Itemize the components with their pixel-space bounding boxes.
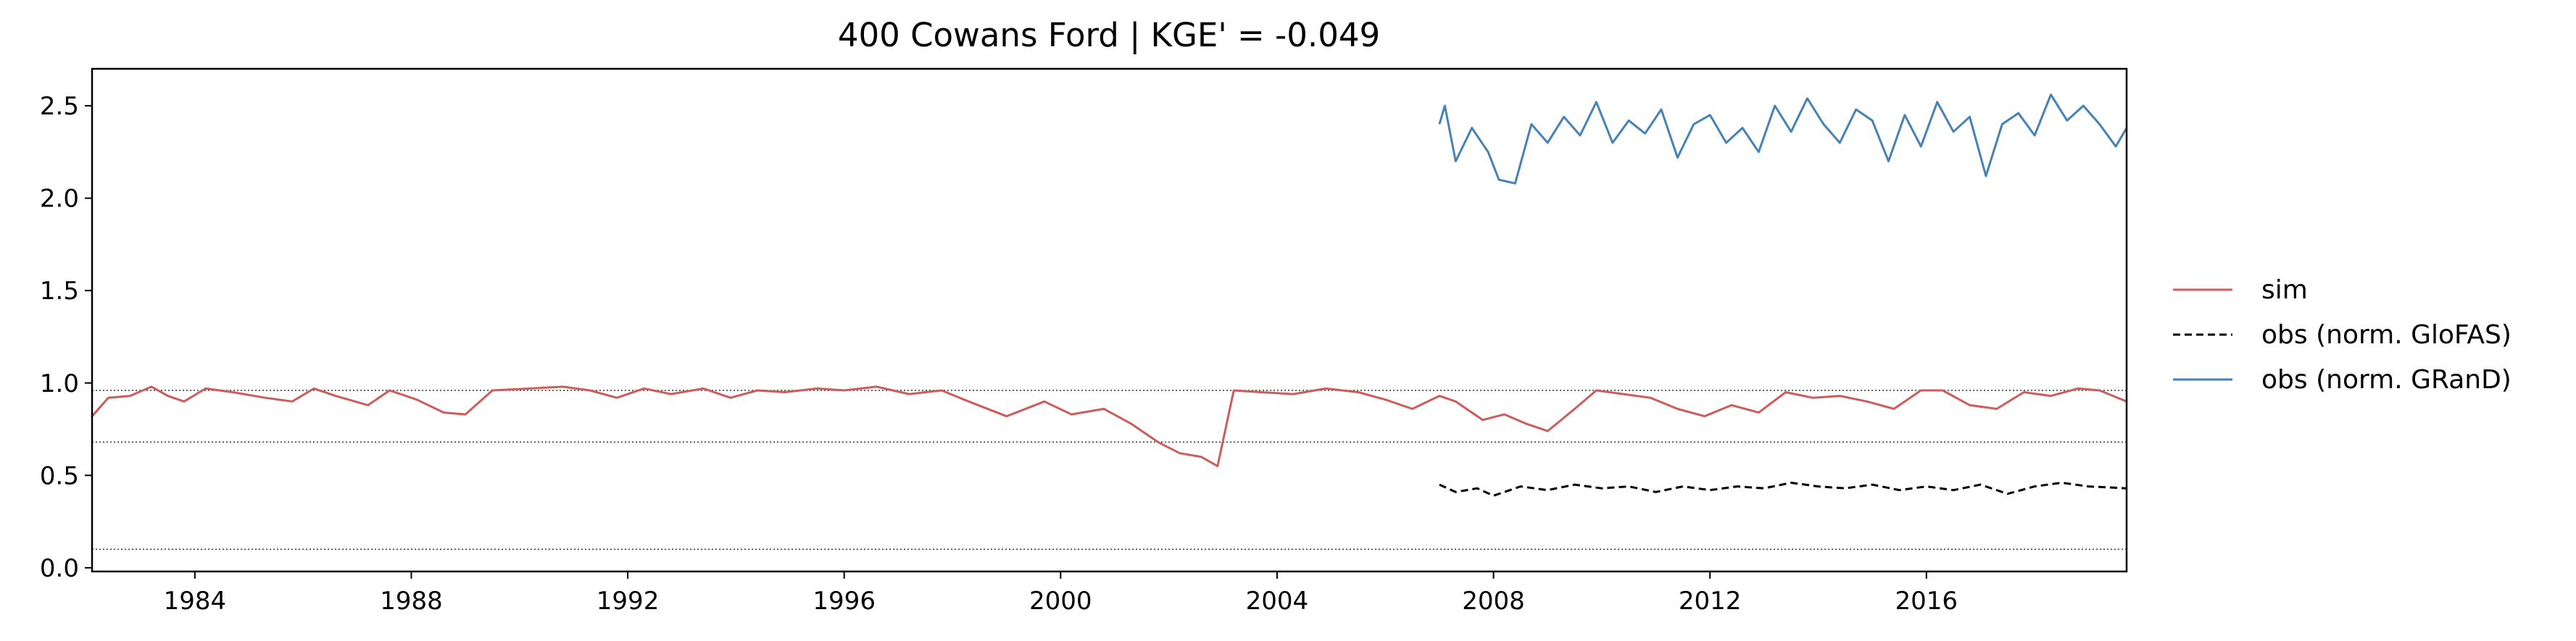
x-tick-label-1: 1988 — [380, 587, 443, 616]
chart-title: 400 Cowans Ford | KGE' = -0.049 — [838, 16, 1380, 54]
y-tick-label-0: 0.0 — [40, 554, 79, 583]
x-tick-label-0: 1984 — [164, 587, 227, 616]
series-line-1 — [1439, 482, 2127, 497]
y-tick-label-4: 2.0 — [40, 185, 79, 214]
x-tick-label-2: 1992 — [597, 587, 660, 616]
y-tick-label-5: 2.5 — [40, 92, 79, 121]
legend-label-0: sim — [2261, 275, 2308, 305]
series-line-2 — [1438, 93, 2128, 185]
x-axis: 1984 1988 1992 1996 2000 2004 2008 2012 2016 — [164, 571, 1958, 616]
x-tick-label-4: 2000 — [1029, 587, 1092, 616]
x-tick-label-8: 2016 — [1895, 587, 1958, 616]
y-tick-label-2: 1.0 — [40, 369, 79, 398]
series-layer — [91, 93, 2128, 497]
x-tick-label-5: 2004 — [1246, 587, 1309, 616]
series-line-0 — [91, 385, 2127, 468]
legend-label-1: obs (norm. GloFAS) — [2261, 320, 2511, 350]
y-axis: 0.0 0.5 1.0 1.5 2.0 2.5 — [40, 92, 92, 583]
plot-frame — [91, 67, 2128, 573]
legend-label-2: obs (norm. GRanD) — [2261, 365, 2511, 395]
x-tick-label-6: 2008 — [1462, 587, 1525, 616]
x-tick-label-7: 2012 — [1679, 587, 1742, 616]
y-tick-label-1: 0.5 — [40, 461, 79, 490]
x-tick-label-3: 1996 — [813, 587, 876, 616]
y-tick-label-3: 1.5 — [40, 277, 79, 306]
legend: sim obs (norm. GloFAS) obs (norm. GRanD) — [2173, 275, 2511, 395]
